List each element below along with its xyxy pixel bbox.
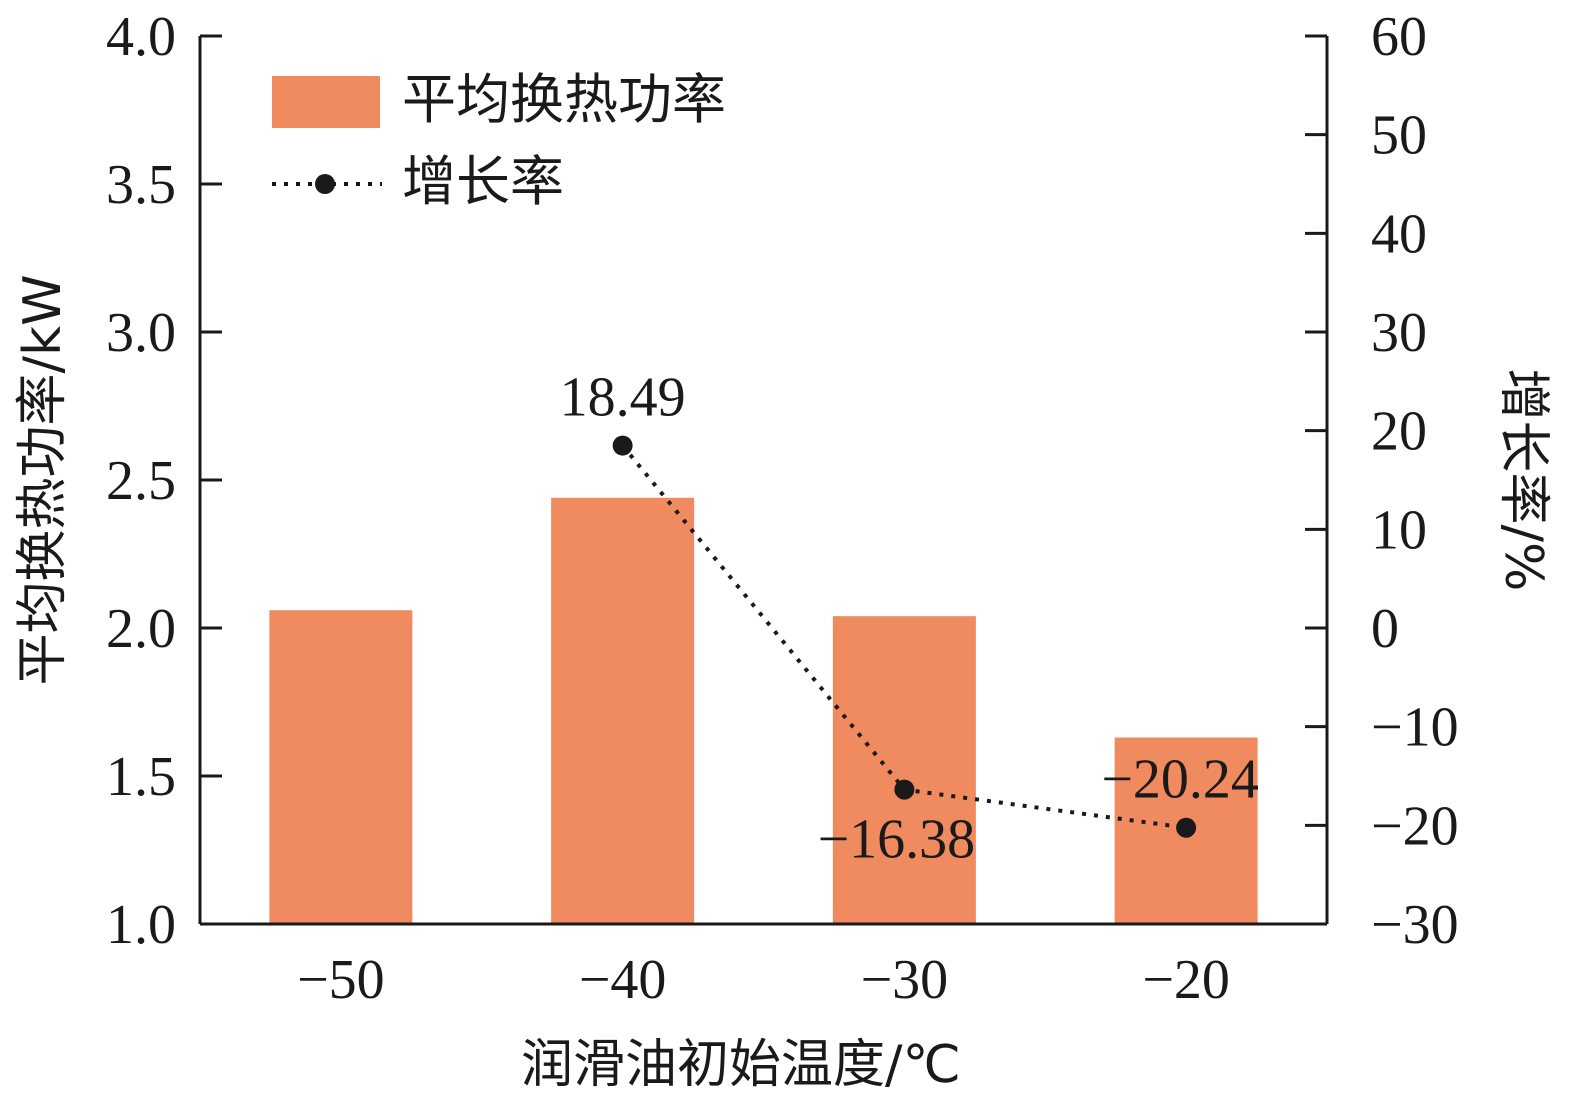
x-tick-label-1: −40 bbox=[579, 949, 667, 1011]
y-tick-label-0: 1.0 bbox=[106, 894, 176, 956]
y2-tick-label-1: −20 bbox=[1371, 795, 1459, 857]
legend-swatch-bar bbox=[272, 76, 380, 128]
bars-layer bbox=[269, 497, 1258, 924]
legend-label-bar: 平均换热功率 bbox=[402, 68, 726, 131]
bar-1 bbox=[551, 497, 695, 924]
y-axis-label: 平均换热功率/kW bbox=[13, 274, 73, 685]
x-tick-label-2: −30 bbox=[861, 949, 949, 1011]
y2-axis-label: 增长率/% bbox=[1493, 369, 1553, 592]
y-tick-label-3: 2.5 bbox=[106, 450, 176, 512]
line-layer: 18.49 −16.38 −20.24 bbox=[560, 367, 1259, 871]
y-tick-label-5: 3.5 bbox=[106, 154, 176, 216]
y2-tick-label-6: 30 bbox=[1371, 302, 1427, 364]
y2-tick-label-0: −30 bbox=[1371, 894, 1459, 956]
y2-tick-label-4: 10 bbox=[1371, 499, 1427, 561]
y2-tick-label-5: 20 bbox=[1371, 401, 1427, 463]
y2-tick-label-7: 40 bbox=[1371, 203, 1427, 265]
y2-tick-label-8: 50 bbox=[1371, 105, 1427, 167]
bar-2 bbox=[832, 616, 976, 924]
y2-tick-label-9: 60 bbox=[1371, 6, 1427, 68]
legend: 平均换热功率 增长率 bbox=[272, 68, 726, 213]
x-tick-label-3: −20 bbox=[1142, 949, 1230, 1011]
growth-rate-point-3 bbox=[1176, 817, 1197, 838]
legend-label-line: 增长率 bbox=[402, 150, 564, 213]
growth-rate-point-1 bbox=[612, 435, 633, 456]
y-tick-label-4: 3.0 bbox=[106, 302, 176, 364]
axes-layer: 1.0 1.5 2.0 2.5 3.0 3.5 4.0 −30 −20 −10 0 10 20 30 40 5… bbox=[106, 6, 1459, 1011]
y-tick-label-1: 1.5 bbox=[106, 746, 176, 808]
y-tick-label-2: 2.0 bbox=[106, 598, 176, 660]
x-tick-label-0: −50 bbox=[297, 949, 385, 1011]
bar-0 bbox=[269, 610, 413, 924]
y2-tick-label-2: −10 bbox=[1371, 697, 1459, 759]
legend-swatch-marker bbox=[315, 174, 335, 194]
growth-rate-label-1: 18.49 bbox=[560, 367, 686, 429]
y2-tick-label-3: 0 bbox=[1371, 598, 1399, 660]
growth-rate-label-3: −20.24 bbox=[1101, 749, 1259, 811]
x-axis-label: 润滑油初始温度/℃ bbox=[521, 1035, 961, 1095]
growth-rate-label-2: −16.38 bbox=[818, 809, 976, 871]
y-tick-label-6: 4.0 bbox=[106, 6, 176, 68]
growth-rate-point-2 bbox=[894, 779, 915, 800]
